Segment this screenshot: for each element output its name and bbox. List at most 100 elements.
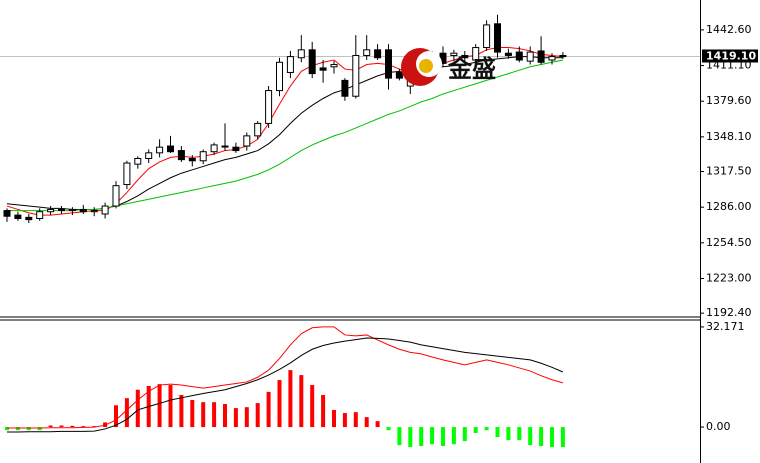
macd-bar — [124, 398, 129, 428]
macd-bar — [26, 427, 31, 431]
y-tick-label: 32.171 — [706, 320, 745, 333]
macd-bar — [441, 427, 445, 447]
macd-bar — [37, 427, 42, 431]
macd-line — [7, 326, 564, 429]
candle-body — [537, 50, 545, 63]
candle-body — [297, 49, 305, 59]
candle-body — [188, 158, 196, 162]
candle-body — [330, 64, 338, 68]
candle-body — [68, 208, 76, 212]
macd-bar — [179, 395, 184, 428]
macd-bar — [190, 399, 195, 428]
candle-body — [341, 79, 349, 97]
candle-body — [79, 208, 87, 213]
candle-body — [123, 162, 131, 186]
macd-bar — [48, 425, 53, 428]
macd-bar — [484, 427, 489, 431]
watermark: 金盛 — [447, 55, 496, 83]
candle-body — [156, 146, 164, 154]
current-price-label: 1419.10 — [706, 49, 756, 62]
candle-body — [308, 49, 316, 75]
macd-bar — [419, 427, 424, 447]
macd-bar — [135, 389, 140, 428]
macd-bar — [353, 412, 358, 428]
y-tick-label: 1254.50 — [706, 236, 752, 249]
macd-bar — [364, 417, 369, 428]
candle-body — [559, 54, 567, 58]
candle-body — [385, 49, 392, 79]
macd-bar — [5, 427, 9, 431]
candle-body — [134, 158, 142, 165]
macd-bar — [375, 421, 380, 428]
candle-body — [36, 211, 44, 220]
y-tick-label: 1379.60 — [706, 94, 752, 107]
candle-body — [265, 90, 273, 124]
candle-body — [243, 135, 251, 147]
macd-bar — [233, 408, 238, 428]
candle-body — [101, 205, 109, 215]
macd-bar — [506, 427, 511, 441]
macd-bar — [397, 427, 402, 446]
candle-body — [199, 151, 207, 162]
candle-body — [90, 210, 98, 213]
macd-bar — [517, 427, 522, 441]
candle-body — [515, 51, 523, 61]
y-tick-label: 0.00 — [706, 420, 731, 433]
candle-body — [483, 24, 491, 49]
candle-body — [210, 144, 218, 153]
y-tick-label: 1317.50 — [706, 165, 752, 178]
candle-body — [461, 54, 469, 59]
candle-body — [319, 67, 327, 71]
candle-body — [526, 51, 534, 62]
macd-bar — [550, 427, 554, 447]
candle-body — [14, 214, 22, 220]
candle-body — [286, 56, 294, 73]
macd-bar — [114, 405, 118, 428]
candle-body — [232, 146, 240, 152]
macd-bar — [386, 427, 391, 431]
candle-body — [548, 56, 556, 61]
macd-bar — [212, 402, 217, 428]
candle-body — [47, 208, 55, 213]
candle-body — [352, 54, 360, 97]
y-tick-label: 1223.00 — [706, 272, 752, 285]
moving-average — [6, 47, 563, 216]
macd-bar — [310, 385, 315, 428]
macd-bar — [223, 404, 227, 428]
candle-body — [112, 185, 120, 207]
candle-body — [177, 150, 185, 161]
candle-body — [504, 52, 512, 56]
candle-body — [472, 47, 480, 61]
macd-bar — [168, 385, 173, 428]
macd-bar — [81, 426, 86, 428]
candle-body — [395, 71, 403, 79]
current-price-box — [702, 49, 758, 63]
logo — [401, 48, 442, 86]
macd-bar — [70, 425, 75, 428]
macd-bar — [539, 427, 544, 447]
macd-line — [7, 337, 564, 433]
candle-body — [374, 49, 382, 59]
macd-bar — [473, 427, 478, 433]
macd-bar — [59, 425, 64, 428]
y-tick-label: 1442.60 — [706, 23, 752, 36]
candle-body — [494, 23, 501, 53]
candle-body — [276, 61, 283, 92]
macd-bar — [495, 427, 500, 438]
candle-body — [167, 145, 174, 153]
macd-bar — [560, 427, 565, 447]
macd-bar — [157, 384, 162, 428]
macd-bar — [408, 427, 413, 447]
y-tick-label: 1286.00 — [706, 200, 752, 213]
macd-bar — [277, 380, 282, 428]
candle-body — [221, 145, 229, 148]
macd-bar — [430, 427, 435, 445]
macd-bar — [244, 407, 249, 428]
logo-coin — [419, 59, 433, 73]
macd-bar — [266, 391, 271, 428]
macd-bar — [332, 409, 336, 428]
macd-bar — [201, 402, 206, 428]
candle-body — [450, 52, 458, 56]
macd-bar — [528, 427, 533, 446]
